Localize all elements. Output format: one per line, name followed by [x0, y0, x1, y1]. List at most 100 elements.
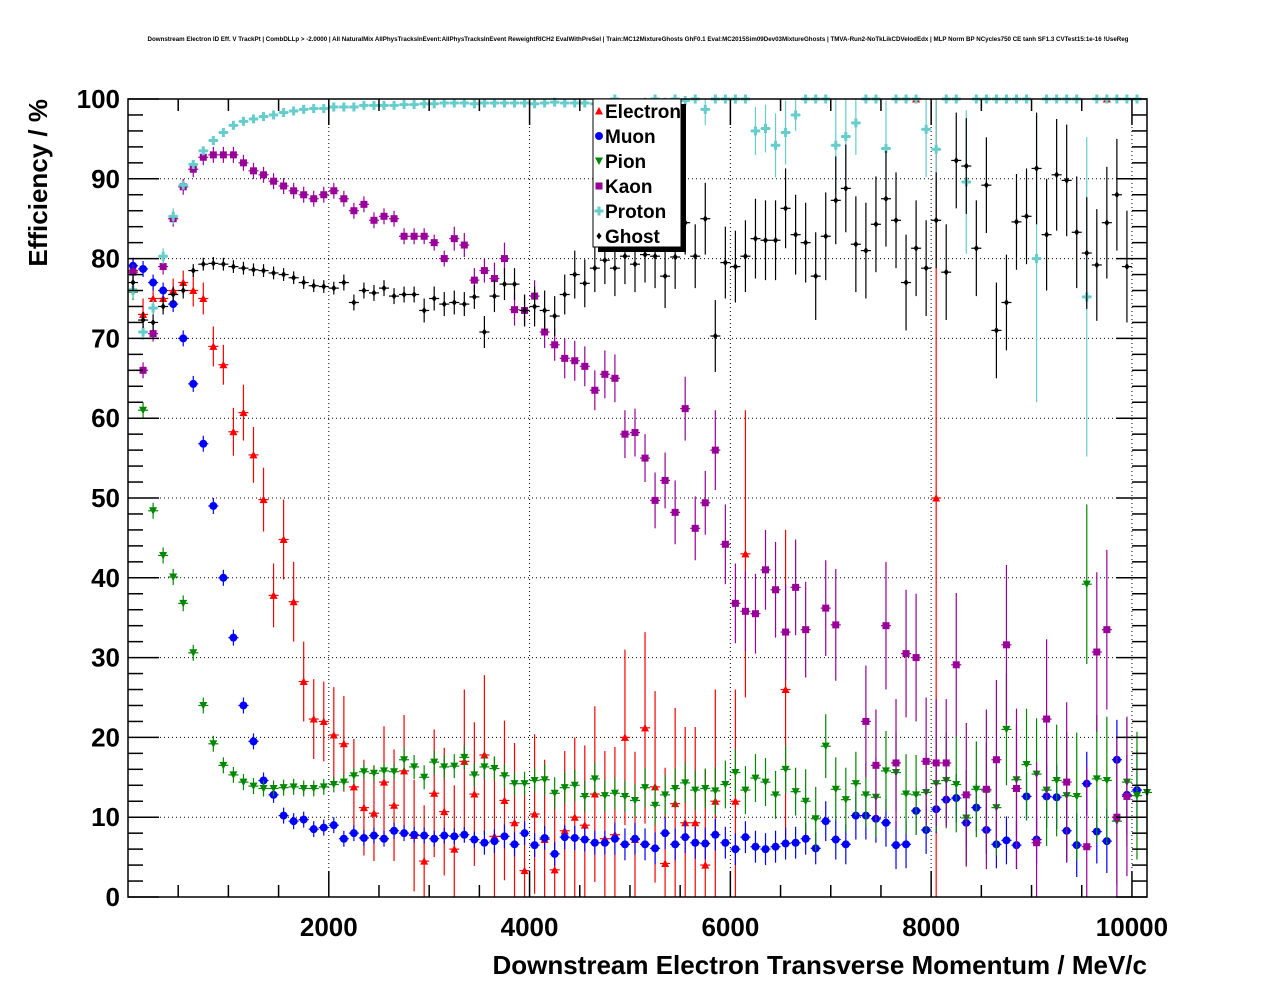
data-point-proton — [248, 114, 258, 124]
data-point-kaon — [571, 357, 579, 365]
data-point-pion — [841, 796, 850, 804]
data-point-kaon — [792, 583, 800, 591]
data-point-muon — [380, 834, 389, 843]
data-point-muon — [841, 840, 850, 849]
data-point-kaon — [581, 362, 589, 370]
data-point-pion — [851, 780, 860, 788]
data-point-proton — [309, 104, 319, 114]
data-point-proton — [218, 128, 228, 138]
legend-label: Muon — [605, 127, 656, 148]
data-point-pion — [520, 780, 529, 788]
series-kaon — [128, 146, 1132, 897]
data-point-kaon — [209, 151, 217, 159]
data-point-proton — [319, 104, 329, 114]
y-axis-title: Efficiency / % — [23, 99, 53, 267]
data-point-electron — [620, 733, 629, 741]
data-point-pion — [741, 786, 750, 795]
series-muon — [128, 257, 1142, 878]
data-point-electron — [319, 717, 328, 725]
data-point-ghost — [421, 306, 427, 314]
data-point-proton — [379, 100, 389, 110]
data-point-electron — [289, 597, 298, 606]
data-point-proton — [279, 108, 289, 118]
data-point-ghost — [923, 264, 929, 272]
data-point-kaon — [711, 446, 719, 454]
data-point-kaon — [139, 366, 147, 374]
data-point-pion — [701, 784, 710, 793]
data-point-muon — [139, 264, 148, 273]
y-tick-label: 40 — [91, 563, 120, 593]
data-point-muon — [400, 829, 409, 838]
data-point-kaon — [611, 374, 619, 382]
data-point-ghost — [702, 215, 708, 223]
data-point-proton — [299, 104, 309, 114]
data-point-pion — [811, 815, 820, 823]
data-point-ghost — [411, 291, 417, 299]
data-point-pion — [229, 771, 238, 779]
data-point-muon — [791, 838, 800, 847]
data-point-pion — [620, 792, 629, 801]
legend-label: Proton — [605, 202, 666, 223]
data-point-kaon — [249, 167, 257, 175]
data-point-electron — [470, 790, 479, 798]
data-point-pion — [450, 762, 459, 771]
data-point-electron — [259, 495, 268, 504]
data-point-muon — [249, 737, 258, 746]
data-point-pion — [550, 789, 559, 798]
data-point-pion — [560, 784, 569, 792]
data-point-pion — [1052, 776, 1061, 785]
data-point-electron — [329, 731, 338, 739]
data-point-muon — [711, 830, 720, 839]
data-point-kaon — [782, 628, 790, 636]
data-point-kaon — [962, 791, 970, 799]
data-point-pion — [751, 774, 760, 783]
data-point-pion — [369, 769, 378, 778]
data-point-ghost — [993, 326, 999, 334]
data-point-pion — [139, 406, 148, 415]
data-point-pion — [801, 797, 810, 806]
data-point-pion — [1092, 775, 1101, 783]
data-point-kaon — [992, 756, 1000, 764]
data-point-ghost — [1074, 228, 1080, 236]
data-point-electron — [641, 723, 650, 732]
data-point-ghost — [662, 272, 668, 280]
legend-item-ghost: Ghost — [596, 227, 661, 248]
data-point-ghost — [742, 252, 748, 260]
data-point-ghost — [170, 291, 176, 299]
legend: Electron Muon Pion Kaon Proton Ghost — [592, 98, 686, 252]
data-point-muon — [460, 830, 469, 839]
data-point-ghost — [722, 259, 728, 267]
data-point-ghost — [220, 260, 226, 268]
data-point-pion — [349, 772, 358, 780]
data-point-muon — [229, 633, 238, 642]
data-point-ghost — [1003, 298, 1009, 306]
data-point-pion — [470, 771, 479, 779]
x-tick-label: 8000 — [902, 912, 960, 942]
data-point-pion — [600, 792, 609, 800]
legend-marker-muon — [595, 132, 603, 140]
y-tick-label: 20 — [91, 722, 120, 752]
data-point-muon — [821, 817, 830, 826]
data-point-proton — [449, 98, 459, 108]
data-point-ghost — [501, 280, 507, 288]
data-point-proton — [771, 140, 781, 150]
data-point-proton — [208, 135, 218, 145]
data-point-ghost — [913, 244, 919, 252]
data-point-proton — [881, 143, 891, 153]
data-point-proton — [931, 144, 941, 154]
data-point-proton — [238, 116, 248, 126]
data-point-kaon — [721, 540, 729, 548]
data-point-muon — [369, 831, 378, 840]
data-point-muon — [239, 701, 248, 710]
data-point-ghost — [321, 283, 327, 291]
data-point-kaon — [561, 354, 569, 362]
data-point-kaon — [460, 241, 468, 249]
data-point-pion — [881, 767, 890, 775]
data-point-ghost — [672, 253, 678, 261]
data-point-muon — [590, 838, 599, 847]
axis-tick-labels: 0 10 20 30 40 50 60 70 80 90 100 2000 4000 6000 8000 10… — [77, 84, 1168, 942]
data-point-ghost — [1064, 176, 1070, 184]
data-point-kaon — [922, 757, 930, 765]
data-point-muon — [410, 830, 419, 839]
